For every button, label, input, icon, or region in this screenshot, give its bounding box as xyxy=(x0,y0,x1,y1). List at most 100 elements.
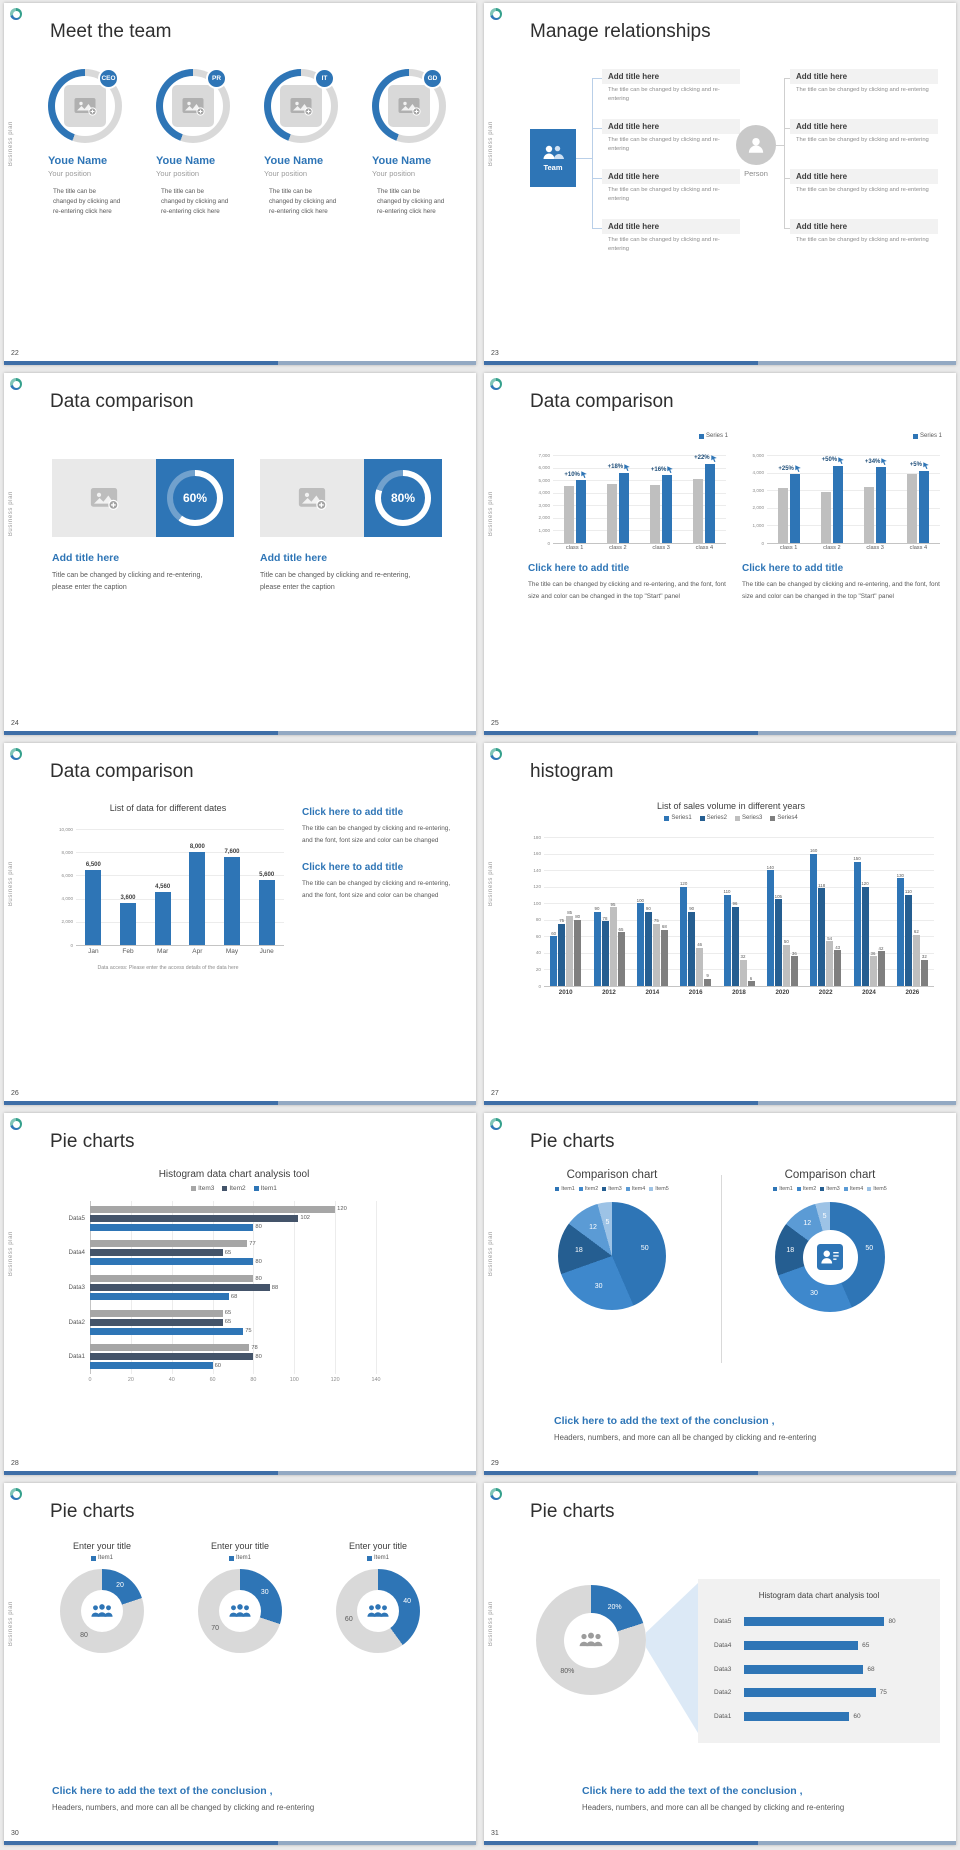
sidebar-label: Business plan xyxy=(488,491,494,537)
slide-26[interactable]: Business plan Data comparison List of da… xyxy=(4,743,476,1105)
y-axis-label: 40 xyxy=(535,950,541,956)
image-placeholder-icon xyxy=(388,85,430,127)
slide-22[interactable]: Business plan Meet the team CEO Youe Nam… xyxy=(4,3,476,365)
slide-bottom-bar xyxy=(4,361,476,365)
member-position: Your position xyxy=(48,169,92,178)
slide-number: 25 xyxy=(491,720,499,727)
slide-title: Pie charts xyxy=(530,1501,615,1522)
progress-ring: 60% xyxy=(167,470,223,526)
y-axis-label: 8,000 xyxy=(61,849,74,855)
slide-30[interactable]: Business plan Pie charts Enter your titl… xyxy=(4,1483,476,1845)
bar xyxy=(90,1327,244,1335)
x-axis-label: class 4 xyxy=(695,545,714,551)
bar-value-label: 7,600 xyxy=(224,848,240,855)
bar xyxy=(826,941,834,986)
legend-item: Item1 xyxy=(366,1555,389,1561)
slide-29[interactable]: Business plan Pie charts Comparison char… xyxy=(484,1113,956,1475)
bar xyxy=(90,1223,254,1231)
slice-label: 60 xyxy=(344,1616,353,1624)
comparison-chart-title: Comparison chart xyxy=(784,1169,876,1181)
bar-value-label: 80 xyxy=(255,1353,262,1360)
slide-23[interactable]: Business plan Manage relationships Team … xyxy=(484,3,956,365)
chart-legend: Item1 xyxy=(178,1555,302,1561)
bar xyxy=(90,1362,213,1370)
bar xyxy=(644,911,652,986)
bar-previous xyxy=(820,491,831,543)
y-axis-label: 140 xyxy=(533,867,541,873)
donut-column: Enter your title Item1 20 80 xyxy=(40,1541,164,1653)
team-member-card: GD Youe Name Your position The title can… xyxy=(372,68,472,216)
slide-25[interactable]: Business plan Data comparison Series 1 0… xyxy=(484,373,956,735)
slide-bottom-bar xyxy=(484,361,956,365)
bar xyxy=(744,1617,885,1627)
y-axis-label: 120 xyxy=(533,884,541,890)
bar xyxy=(90,1275,254,1282)
x-axis-label: Mar xyxy=(157,948,169,955)
team-member-card: PR Youe Name Your position The title can… xyxy=(156,68,256,216)
relationship-item: Add title here The title can be changed … xyxy=(790,69,938,95)
item-title: Add title here xyxy=(602,69,740,84)
sidebar-label: Business plan xyxy=(8,1601,14,1647)
bar xyxy=(90,1353,254,1361)
donut-chart: 40 60 xyxy=(336,1569,420,1653)
bar-value-label: 75 xyxy=(653,918,659,924)
slide-number: 22 xyxy=(11,350,19,357)
bar-category-label: Data4 xyxy=(68,1249,85,1257)
donut-hole xyxy=(219,1590,261,1632)
gridline xyxy=(544,837,934,838)
bar xyxy=(834,950,842,986)
slide-title: Pie charts xyxy=(50,1501,135,1522)
change-label: +25% xyxy=(772,465,808,473)
horizontal-bar-chart: Data5 80 Data4 65 Data3 68 Data2 75 Data1 60 xyxy=(714,1610,924,1728)
y-axis-label: 3,000 xyxy=(752,487,765,493)
legend-label: Series4 xyxy=(777,815,798,821)
slide-24[interactable]: Business plan Data comparison 60% Add ti… xyxy=(4,373,476,735)
x-axis-label: 2026 xyxy=(905,989,920,996)
horizontal-bar-chart: 0 20 40 60 80 100 120 140 Data5 120 102 80 Data4 77 65… xyxy=(60,1197,400,1387)
legend-label: Item1 xyxy=(373,1555,389,1561)
gridline xyxy=(544,853,934,855)
y-axis-label: 7,000 xyxy=(538,452,551,458)
relationship-item: Add title here The title can be changed … xyxy=(790,119,938,145)
donut-column: Enter your title Item1 30 70 xyxy=(178,1541,302,1653)
bar-value-label: 42 xyxy=(878,945,884,951)
slide-31[interactable]: Business plan Pie charts 20% 80% Histogra… xyxy=(484,1483,956,1845)
bar-category-label: Data2 xyxy=(714,1689,732,1697)
gridline xyxy=(544,919,934,921)
bar-value-label: 80 xyxy=(255,1224,262,1231)
bar-category-label: Data1 xyxy=(68,1353,85,1361)
panel-title: Histogram data chart analysis tool xyxy=(758,1591,880,1600)
legend-item: Series4 xyxy=(770,815,798,821)
person-label: Person xyxy=(744,169,768,178)
y-axis-label: 3,000 xyxy=(538,502,551,508)
legend-label: Item3 xyxy=(826,1186,840,1192)
bar-value-label: 75 xyxy=(559,918,565,924)
connector-line xyxy=(592,128,602,129)
gridline xyxy=(553,480,726,482)
legend-label: Series1 xyxy=(671,815,692,821)
y-axis-label: 10,000 xyxy=(58,826,73,832)
bar-series1 xyxy=(832,465,843,543)
bar-chart: 0 2,000 4,000 6,000 8,000 10,000 Jan 6,500 Feb 3,… xyxy=(48,819,288,957)
legend-label: Item1 xyxy=(561,1186,575,1192)
bar-value-label: 50 xyxy=(783,939,789,945)
slice-label: 70 xyxy=(211,1625,220,1633)
slide-27[interactable]: Business plan histogram List of sales vo… xyxy=(484,743,956,1105)
bar-category-label: Data3 xyxy=(68,1284,85,1291)
member-name: Youe Name xyxy=(372,155,432,167)
donut-hole xyxy=(563,1612,619,1668)
bar-previous xyxy=(907,474,918,543)
person-icon: Person xyxy=(732,125,780,178)
slide-title: Pie charts xyxy=(50,1131,135,1152)
bar-value-label: 90 xyxy=(594,906,600,911)
legend-item: Item1 xyxy=(773,1186,793,1192)
slide-28[interactable]: Business plan Pie charts Histogram data … xyxy=(4,1113,476,1475)
connector-line xyxy=(784,78,790,79)
bar xyxy=(660,929,668,986)
card-caption: Title can be changed by clicking and re-… xyxy=(260,572,411,591)
connector-line xyxy=(784,228,790,229)
team-member-card: CEO Youe Name Your position The title ca… xyxy=(48,68,148,216)
gridline xyxy=(553,517,726,519)
slide-bottom-bar xyxy=(4,1101,476,1105)
x-axis-label: 40 xyxy=(168,1377,175,1383)
